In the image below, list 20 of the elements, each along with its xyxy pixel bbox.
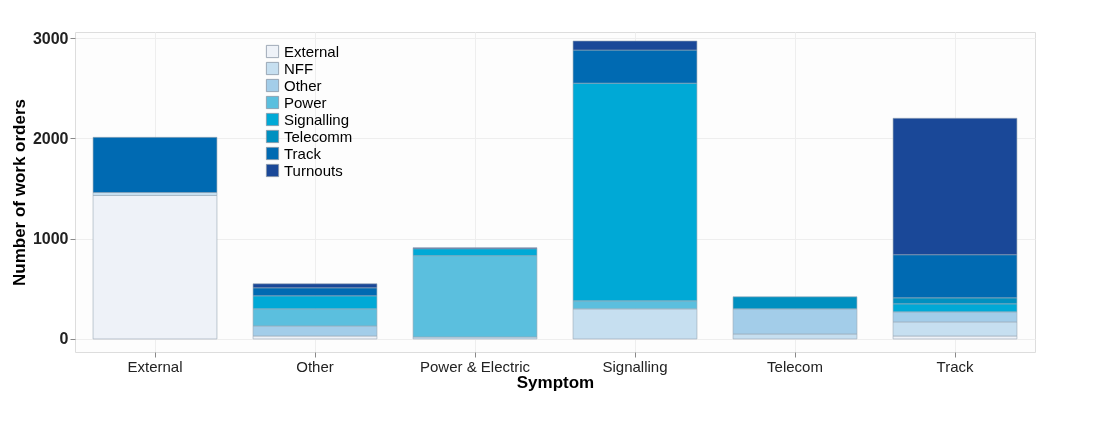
y-axis-title: Number of work orders	[9, 98, 29, 287]
x-tick-label: External	[127, 357, 183, 375]
legend-label: Telecomm	[284, 127, 353, 145]
y-tick-label: 0	[59, 330, 69, 348]
legend-label: NFF	[284, 59, 314, 77]
x-tick-label: Telecom	[767, 357, 823, 375]
legend-label: Track	[284, 144, 322, 162]
legend-label: Turnouts	[284, 161, 343, 179]
legend-label: Signalling	[284, 110, 350, 128]
x-tick-label: Power & Electric	[419, 357, 531, 375]
x-axis-title: Symptom	[516, 372, 595, 392]
legend-label: Power	[284, 93, 327, 111]
y-tick-label: 2000	[32, 129, 69, 147]
legend-label: External	[284, 42, 340, 60]
y-tick-label: 3000	[32, 29, 69, 47]
x-tick-label: Track	[936, 357, 974, 375]
y-tick-label: 1000	[32, 230, 69, 248]
x-tick-label: Other	[296, 357, 334, 375]
legend-label: Other	[284, 76, 322, 94]
x-tick-label: Signalling	[602, 357, 668, 375]
